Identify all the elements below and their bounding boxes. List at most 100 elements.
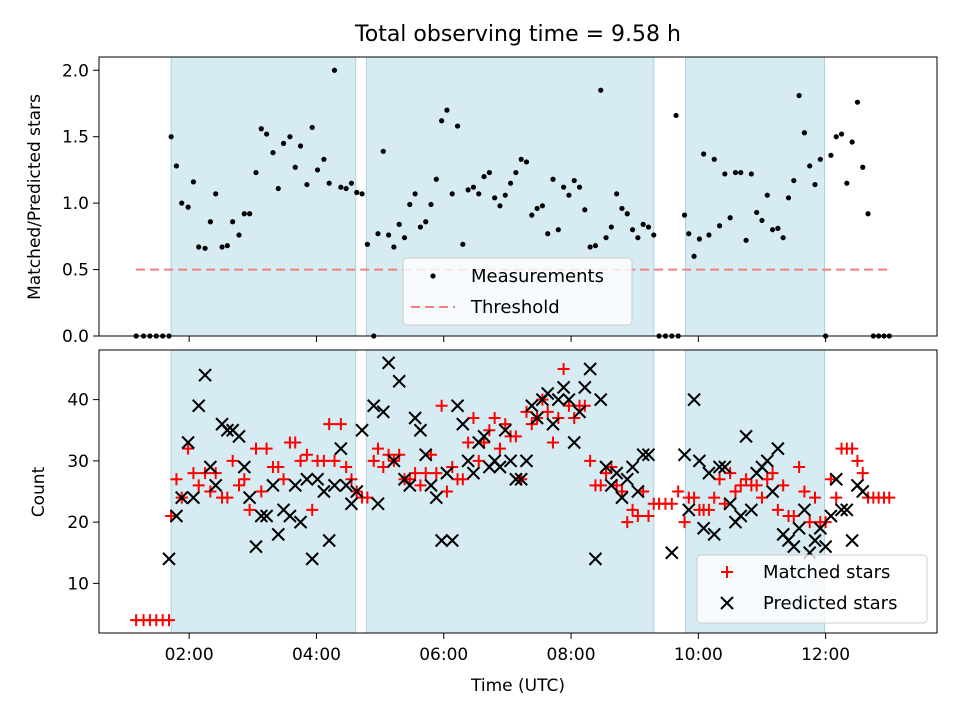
measurement-point: [304, 181, 310, 188]
measurement-point: [241, 211, 247, 217]
predicted-star-point: [249, 539, 263, 554]
matched-star-point: [249, 442, 262, 455]
matched-star-point: [488, 411, 501, 424]
bottom-y-tick-label: 10: [67, 574, 89, 594]
matched-star-point: [846, 442, 859, 455]
predicted-star-point: [594, 392, 608, 407]
measurement-point: [539, 203, 545, 209]
measurement-point: [173, 163, 180, 169]
measurement-point: [769, 227, 776, 233]
matched-star-point: [367, 454, 380, 467]
matched-star-point: [233, 479, 246, 492]
x-tick-label: 06:00: [419, 645, 468, 665]
measurement-point: [280, 140, 287, 146]
measurement-point: [449, 191, 455, 197]
measurement-point: [460, 241, 466, 247]
measurement-point: [732, 169, 739, 176]
measurement-point: [817, 156, 823, 162]
predicted-star-point: [175, 490, 189, 505]
measurement-point: [486, 169, 492, 176]
predicted-star-point: [588, 552, 603, 566]
predicted-star-point: [344, 497, 359, 511]
bottom-plot-frame: [98, 349, 938, 634]
measurement-point: [391, 244, 397, 250]
predicted-star-point: [350, 484, 364, 499]
measurement-point: [439, 118, 445, 124]
matched-star-point: [631, 510, 644, 523]
predicted-star-point: [578, 380, 592, 395]
top-legend-box: [402, 257, 633, 326]
measurement-point: [619, 205, 625, 212]
matched-star-point: [419, 467, 432, 480]
measurement-point: [807, 163, 813, 169]
matched-star-point: [238, 473, 251, 486]
predicted-star-point: [334, 441, 348, 456]
predicted-star-point: [424, 478, 438, 493]
matched-star-point: [306, 503, 319, 516]
measurement-point: [716, 223, 723, 229]
measurement-point: [748, 171, 754, 177]
predicted-star-point: [840, 503, 854, 517]
measurement-point: [754, 209, 760, 216]
measurement-point: [507, 180, 514, 186]
predicted-star-point: [702, 466, 716, 480]
matched-star-point: [456, 473, 469, 486]
measurement-point: [727, 215, 733, 221]
measurement-point: [651, 232, 657, 238]
predicted-star-point: [237, 460, 252, 474]
matched-star-point: [642, 510, 655, 523]
predicted-star-point: [371, 497, 385, 511]
matched-star-point: [226, 454, 239, 467]
predicted-star-point: [450, 399, 465, 413]
top-y-tick-label: 2.0: [62, 61, 89, 81]
measurement-point: [587, 244, 593, 250]
predicted-star-point: [192, 399, 206, 413]
predicted-star-point: [259, 509, 274, 523]
predicted-star-point: [503, 454, 518, 468]
predicted-star-point: [339, 478, 353, 493]
measurement-point: [354, 189, 360, 196]
measurement-point: [454, 123, 461, 129]
measurement-point: [743, 237, 749, 243]
matched-star-point: [317, 454, 330, 467]
measurement-point: [686, 231, 692, 237]
matched-star-point: [192, 479, 205, 492]
matched-star-point: [499, 418, 512, 431]
predicted-star-point: [203, 460, 218, 474]
predicted-star-point: [266, 478, 280, 493]
legend-predicted-marker: [720, 596, 734, 610]
measurement-point: [722, 171, 728, 177]
predicted-star-point: [818, 539, 833, 554]
predicted-star-point: [856, 484, 870, 499]
matched-star-point: [771, 503, 784, 516]
predicted-star-point: [310, 472, 325, 486]
matched-star-point: [243, 503, 256, 516]
measurement-point: [380, 148, 386, 154]
matched-star-point: [414, 479, 427, 492]
measurement-point: [608, 224, 614, 230]
x-axis-label: Time (UTC): [470, 676, 565, 696]
measurement-point: [476, 191, 482, 197]
measurement-point: [860, 164, 866, 170]
predicted-star-point: [466, 466, 481, 480]
predicted-star-point: [403, 478, 417, 493]
measurement-point: [224, 243, 230, 249]
measurement-point: [706, 232, 712, 238]
predicted-star-point: [519, 454, 534, 468]
measurement-point: [190, 179, 197, 185]
measurement-point: [513, 169, 519, 176]
predicted-star-point: [665, 546, 679, 560]
predicted-star-point: [392, 374, 406, 388]
measurement-point: [844, 180, 850, 186]
matched-star-point: [294, 454, 307, 467]
predicted-star-point: [242, 490, 257, 505]
predicted-star-point: [381, 356, 396, 370]
legend-measurements-marker: [430, 273, 436, 279]
matched-star-point: [187, 467, 200, 480]
predicted-star-point: [631, 484, 645, 499]
predicted-star-point: [845, 533, 859, 548]
matched-star-point: [377, 460, 390, 473]
matched-star-point: [809, 491, 822, 504]
predicted-star-point: [765, 484, 780, 499]
